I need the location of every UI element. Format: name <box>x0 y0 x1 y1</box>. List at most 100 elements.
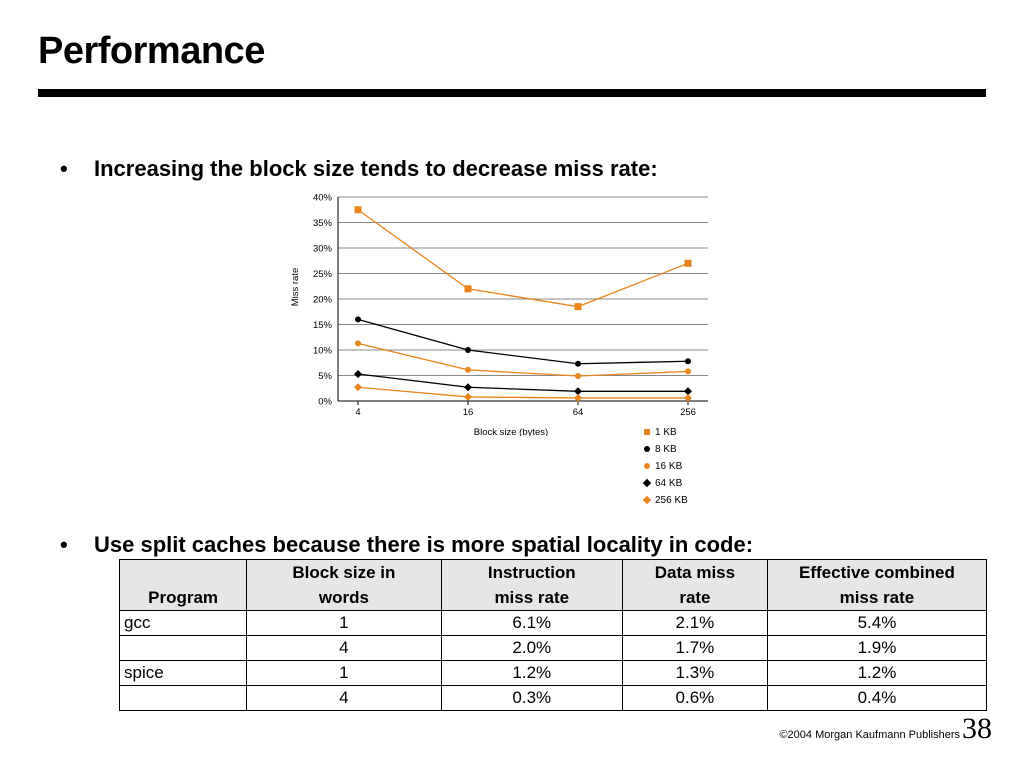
program-cell: spice <box>118 660 248 686</box>
bullet-dot: • <box>60 532 68 557</box>
data-point <box>354 383 362 392</box>
circle-marker-icon <box>641 444 653 455</box>
column-header-text: Effective combined <box>799 563 955 582</box>
data-point <box>464 392 472 401</box>
table-header-row: Program Block size in words Instruction miss… <box>118 559 988 611</box>
miss-rate-chart: 0% 5% 10% 15% 20% 25% 30% 35% 40% 4 16 64 256 Block s… <box>290 193 708 436</box>
column-header: Program <box>118 559 248 611</box>
table-cell: 1.9% <box>766 635 988 661</box>
data-point <box>684 387 692 396</box>
legend-label: 256 KB <box>655 495 688 506</box>
chart-legend: 1 KB 8 KB 16 KB 64 KB 256 KB <box>641 424 688 509</box>
y-tick-label: 25% <box>313 269 333 280</box>
data-point <box>355 340 361 347</box>
x-axis-label: Block size (bytes) <box>474 427 548 436</box>
table-cell: 0.3% <box>440 685 623 711</box>
data-point <box>684 393 692 402</box>
data-point <box>685 358 691 365</box>
bullet-text: Use split caches because there is more s… <box>94 532 754 557</box>
legend-label: 64 KB <box>655 478 683 489</box>
x-tick-label: 4 <box>355 407 360 418</box>
copyright-footer: ©2004 Morgan Kaufmann Publishers <box>779 729 960 741</box>
y-axis-label: Miss rate <box>290 268 301 307</box>
series-line <box>357 318 689 365</box>
table-cell: 6.1% <box>440 610 623 636</box>
y-tick-label: 30% <box>313 244 333 255</box>
table-row: 4 0.3% 0.6% 0.4% <box>118 685 988 711</box>
table-cell: 1.2% <box>440 660 623 686</box>
square-marker-icon <box>641 427 653 438</box>
legend-label: 1 KB <box>655 427 677 438</box>
x-tick-label: 256 <box>680 407 696 418</box>
data-point <box>574 393 582 402</box>
bullet-text: Increasing the block size tends to decre… <box>94 156 658 181</box>
table-cell: 5.4% <box>766 610 988 636</box>
data-point <box>464 285 472 293</box>
data-point <box>464 383 472 392</box>
table-cell: 1 <box>246 660 442 686</box>
circle-marker-icon <box>641 461 653 472</box>
legend-item: 16 KB <box>641 458 688 475</box>
y-tick-label: 20% <box>313 295 333 306</box>
legend-item: 256 KB <box>641 492 688 509</box>
x-tick-label: 64 <box>573 407 584 418</box>
table-cell: 1.2% <box>766 660 988 686</box>
slide-title: Performance <box>38 30 265 72</box>
split-cache-table: Program Block size in words Instruction miss… <box>118 559 988 711</box>
table-cell: 2.1% <box>621 610 768 636</box>
bullet-dot: • <box>60 156 68 181</box>
column-header-text: words <box>318 588 369 607</box>
column-header-text: Program <box>148 588 219 607</box>
table-cell: 1.7% <box>621 635 768 661</box>
table-row: gcc 1 6.1% 2.1% 5.4% <box>118 610 988 636</box>
series-line <box>357 342 689 377</box>
table-cell: 2.0% <box>440 635 623 661</box>
column-header: Data miss rate <box>621 559 768 611</box>
series-line <box>357 373 688 392</box>
y-tick-label: 10% <box>313 346 333 357</box>
column-header-text: miss rate <box>839 588 915 607</box>
column-header-text: rate <box>679 588 711 607</box>
page-number: 38 <box>962 712 992 745</box>
legend-item: 8 KB <box>641 441 688 458</box>
legend-item: 64 KB <box>641 475 688 492</box>
diamond-marker-icon <box>641 478 653 489</box>
series-line <box>357 209 689 308</box>
table-row: 4 2.0% 1.7% 1.9% <box>118 635 988 661</box>
data-point <box>685 368 691 375</box>
y-tick-label: 15% <box>313 320 333 331</box>
x-tick-label: 16 <box>463 407 474 418</box>
data-point <box>465 366 471 373</box>
data-point <box>574 303 582 311</box>
legend-item: 1 KB <box>641 424 688 441</box>
legend-label: 8 KB <box>655 444 677 455</box>
data-point <box>574 387 582 396</box>
data-point <box>684 259 692 267</box>
program-cell <box>118 685 248 711</box>
y-tick-label: 5% <box>318 371 332 382</box>
table-cell: 0.6% <box>621 685 768 711</box>
table-cell: 4 <box>246 635 442 661</box>
table-body: gcc 1 6.1% 2.1% 5.4% 4 2.0% 1.7% 1.9% spice 1 1.2% 1… <box>118 610 988 711</box>
legend-label: 16 KB <box>655 461 683 472</box>
data-point <box>575 360 581 367</box>
column-header: Effective combined miss rate <box>766 559 988 611</box>
table-cell: 1.3% <box>621 660 768 686</box>
series-line <box>357 386 688 399</box>
program-cell: gcc <box>118 610 248 636</box>
data-point <box>354 206 362 214</box>
data-point <box>355 316 361 323</box>
table-cell: 4 <box>246 685 442 711</box>
column-header-text: Block size in <box>292 563 396 582</box>
data-point <box>354 369 362 378</box>
table-row: spice 1 1.2% 1.3% 1.2% <box>118 660 988 686</box>
column-header-text: Data miss <box>654 563 736 582</box>
program-cell <box>118 635 248 661</box>
column-header: Block size in words <box>246 559 442 611</box>
y-tick-label: 40% <box>313 193 333 204</box>
data-point <box>575 373 581 380</box>
column-header: Instruction miss rate <box>440 559 623 611</box>
diamond-marker-icon <box>641 495 653 506</box>
data-point <box>465 347 471 353</box>
column-header-text: Instruction <box>487 563 576 582</box>
